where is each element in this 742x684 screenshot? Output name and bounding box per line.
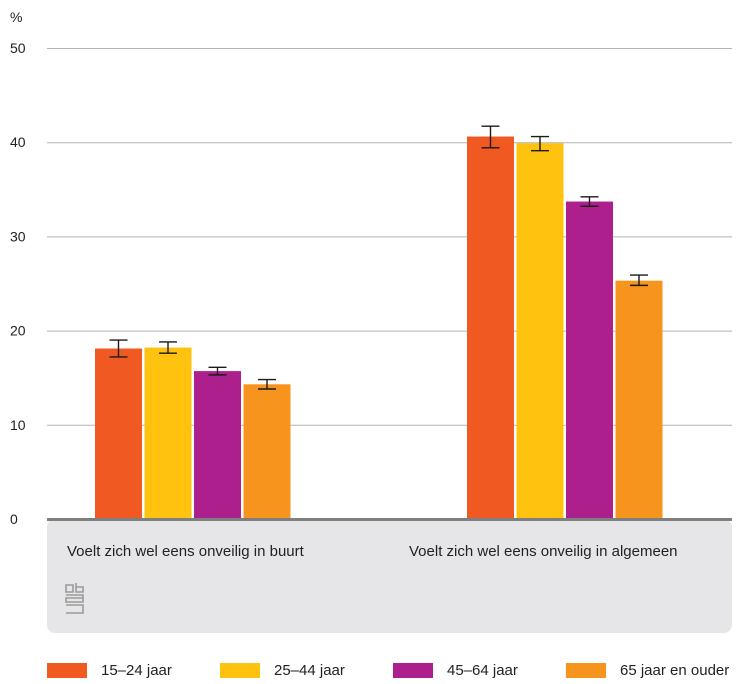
legend-swatch: [47, 662, 87, 678]
error-bars: [109, 125, 648, 390]
legend-item: 25–44 jaar: [220, 660, 345, 680]
category-labels: Voelt zich wel eens onveilig in buurt Voe…: [67, 543, 678, 560]
bar: [243, 384, 291, 519]
bar: [194, 371, 241, 519]
cbs-logo-icon: [65, 583, 84, 614]
legend-item: 15–24 jaar: [47, 660, 172, 680]
legend-swatch: [393, 662, 433, 678]
y-tick-label: 20: [10, 323, 26, 339]
error-bar: [109, 339, 128, 358]
y-tick-label: 40: [10, 134, 26, 150]
error-bar: [580, 196, 599, 207]
y-tick-label: 10: [10, 417, 26, 433]
bar: [516, 143, 564, 519]
legend-label: 25–44 jaar: [274, 661, 345, 679]
error-bar: [159, 341, 177, 354]
y-axis-unit-label: %: [10, 9, 22, 25]
error-bar: [258, 378, 276, 390]
bar: [144, 347, 192, 519]
legend-label: 15–24 jaar: [101, 661, 172, 679]
legend: 15–24 jaar 25–44 jaar 45–64 jaar 65 jaar…: [0, 660, 742, 680]
error-bar: [630, 274, 648, 287]
y-tick-label: 0: [10, 511, 18, 527]
bar: [467, 136, 514, 519]
category-label: Voelt zich wel eens onveilig in buurt: [67, 543, 305, 560]
legend-swatch: [220, 662, 260, 678]
category-panel: [47, 519, 732, 633]
legend-label: 65 jaar en ouder: [620, 661, 730, 679]
legend-item: 65 jaar en ouder: [566, 660, 729, 680]
bar: [615, 280, 663, 519]
bar: [566, 201, 613, 519]
bars: [95, 136, 663, 519]
y-axis-ticks: 0 10 20 30 40 50: [10, 40, 26, 527]
legend-swatch: [566, 662, 606, 678]
error-bar: [531, 135, 549, 152]
y-tick-label: 30: [10, 228, 26, 244]
error-bar: [208, 366, 227, 376]
bar: [95, 348, 142, 519]
category-label: Voelt zich wel eens onveilig in algemeen: [409, 543, 678, 560]
y-tick-label: 50: [10, 40, 26, 56]
legend-label: 45–64 jaar: [447, 661, 518, 679]
legend-item: 45–64 jaar: [393, 660, 518, 680]
error-bar: [481, 125, 500, 149]
